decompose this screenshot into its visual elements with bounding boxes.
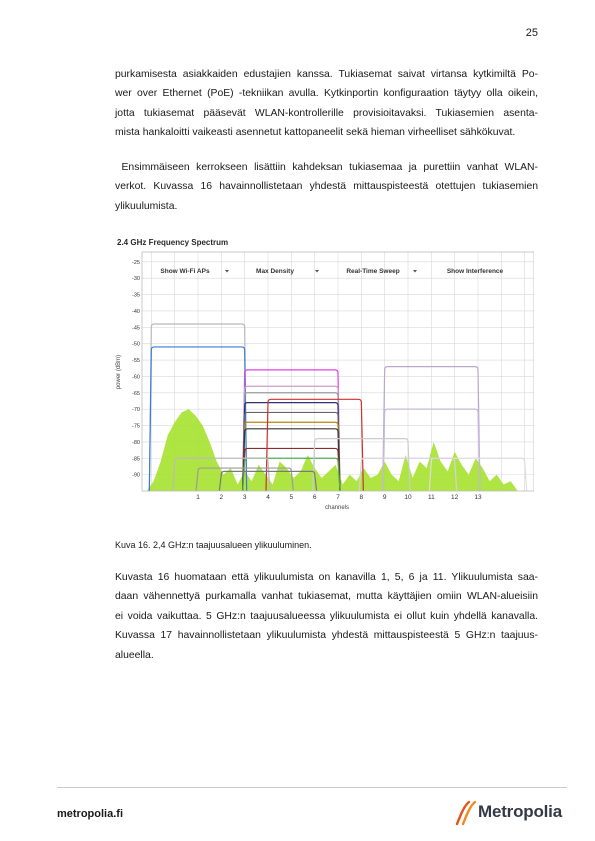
ap-signal-curve (382, 408, 481, 492)
y-tick-label: -55 (132, 358, 140, 364)
ap-signal-curves (148, 323, 528, 492)
y-tick-label: -60 (132, 374, 140, 380)
text-line: purkamisesta asiakkaiden edustajien kans… (115, 69, 538, 80)
x-tick-label: 5 (290, 494, 294, 501)
ap-signal-curve (172, 457, 271, 492)
x-tick-label: 12 (451, 494, 459, 501)
y-tick-label: -50 (132, 342, 140, 348)
x-tick-label: 13 (474, 494, 482, 501)
x-tick-label: 11 (428, 494, 435, 501)
ap-signal-curve (148, 346, 248, 492)
text-line: ei voida vaikuttaa. 5 GHz:n taajuusaluee… (115, 610, 538, 622)
ap-signal-curve (242, 457, 341, 492)
ap-signal-curve (242, 421, 341, 492)
ap-signal-curve (242, 447, 341, 492)
x-tick-label: 4 (266, 494, 270, 501)
text-line: Ensimmäiseen kerrokseen lisättiin kahdek… (115, 162, 539, 173)
y-tick-label: -30 (132, 276, 140, 282)
spectrum-figure: 2.4 GHz Frequency Spectrum power (dBm) c… (111, 233, 534, 514)
y-tick-label: -40 (132, 309, 140, 315)
ap-signal-curve (428, 457, 528, 492)
toolbar-label: Show Interference (447, 268, 504, 275)
x-tick-labels: 1 2 3 4 5 6 7 8 9 10 11 12 13 (196, 494, 482, 501)
y-tick-label: -80 (132, 440, 140, 446)
footer-website: metropolia.fi (57, 808, 124, 820)
y-tick-label: -90 (132, 473, 140, 479)
density-plot (146, 409, 518, 491)
metropolia-logo-text: Metropolia (478, 802, 562, 821)
ap-signal-curve (242, 428, 341, 492)
x-tick-label: 1 (196, 494, 200, 501)
x-tick-label: 9 (383, 494, 387, 501)
y-tick-label: -85 (132, 456, 140, 462)
ap-signal-curve (242, 369, 341, 492)
x-tick-label: 8 (360, 494, 364, 501)
x-tick-label: 6 (313, 494, 317, 501)
text-line: mista hankaloitti vaikeasti asennetut ka… (115, 127, 516, 139)
y-tick-label: -45 (132, 325, 140, 331)
x-tick-label: 10 (404, 494, 412, 501)
ap-signal-curve (242, 392, 341, 492)
x-tick-label: 7 (336, 494, 340, 501)
paragraph-ap-installation: purkamisesta asiakkaiden edustajien kans… (115, 65, 538, 143)
ap-signal-curve (148, 323, 248, 492)
text-line: jotta tukiasemat pääsevät WLAN-kontrolle… (115, 107, 538, 119)
metropolia-logo-icon (455, 800, 477, 826)
figure-caption: Kuva 16. 2,4 GHz:n taajuusalueen ylikuul… (115, 540, 312, 550)
spectrum-chart: 2.4 GHz Frequency Spectrum power (dBm) c… (111, 233, 534, 514)
plot-frame (141, 251, 534, 492)
text-line: verkot. Kuvassa 16 havainnollistetaan yh… (115, 181, 538, 193)
ap-signal-curve (382, 365, 481, 492)
page-number: 25 (525, 27, 538, 39)
density-area (146, 409, 518, 491)
text-line: daan vähennettyä purkamalla vanhat tukia… (115, 591, 538, 603)
ap-signal-curve (265, 398, 364, 492)
y-axis-label: power (dBm) (116, 355, 122, 389)
chart-title: 2.4 GHz Frequency Spectrum (117, 238, 228, 247)
ap-signal-curve (218, 470, 318, 492)
dropdown-caret-icon (315, 270, 319, 273)
ap-signal-curve (358, 457, 458, 492)
text-line: Kuvassa 17 havainnollistetaan ylikuulumi… (115, 630, 538, 642)
y-tick-label: -65 (132, 391, 140, 397)
toolbar-label: Real-Time Sweep (346, 268, 399, 275)
chart-toolbar: Show Wi-Fi APs Max Density Real-Time Sweep… (160, 268, 503, 275)
toolbar-label: Max Density (256, 268, 294, 275)
ap-signal-curve (195, 467, 294, 492)
ap-signal-curve (242, 385, 341, 492)
paragraph-crosstalk-analysis: Kuvasta 16 huomataan että ylikuulumista … (115, 568, 538, 665)
ap-signal-curve (242, 402, 341, 492)
text-line: wer over Ethernet (PoE) -tekniikan avull… (115, 88, 538, 100)
ap-signal-curve (312, 438, 411, 492)
y-tick-labels: -25 -30 -35 -40 -45 -50 -55 -60 -65 -70 -75 -80 -85 -… (132, 260, 140, 479)
text-line: alueella. (115, 649, 154, 661)
x-axis-label: channels (325, 505, 349, 511)
ap-signal-curve (242, 411, 341, 492)
dropdown-caret-icon (413, 270, 417, 273)
dropdown-caret-icon (225, 270, 229, 273)
text-line: Kuvasta 16 huomataan että ylikuulumista … (115, 572, 538, 583)
y-tick-label: -25 (132, 260, 140, 266)
x-tick-label: 2 (220, 494, 224, 501)
text-line: ylikuulumista. (115, 200, 178, 212)
y-tick-label: -75 (132, 424, 140, 430)
y-tick-label: -35 (132, 293, 140, 299)
toolbar-label: Show Wi-Fi APs (160, 268, 210, 275)
footer-divider (57, 787, 567, 788)
y-tick-label: -70 (132, 407, 140, 413)
x-tick-label: 3 (243, 494, 247, 501)
paragraph-first-floor: Ensimmäiseen kerrokseen lisättiin kahdek… (115, 158, 538, 216)
